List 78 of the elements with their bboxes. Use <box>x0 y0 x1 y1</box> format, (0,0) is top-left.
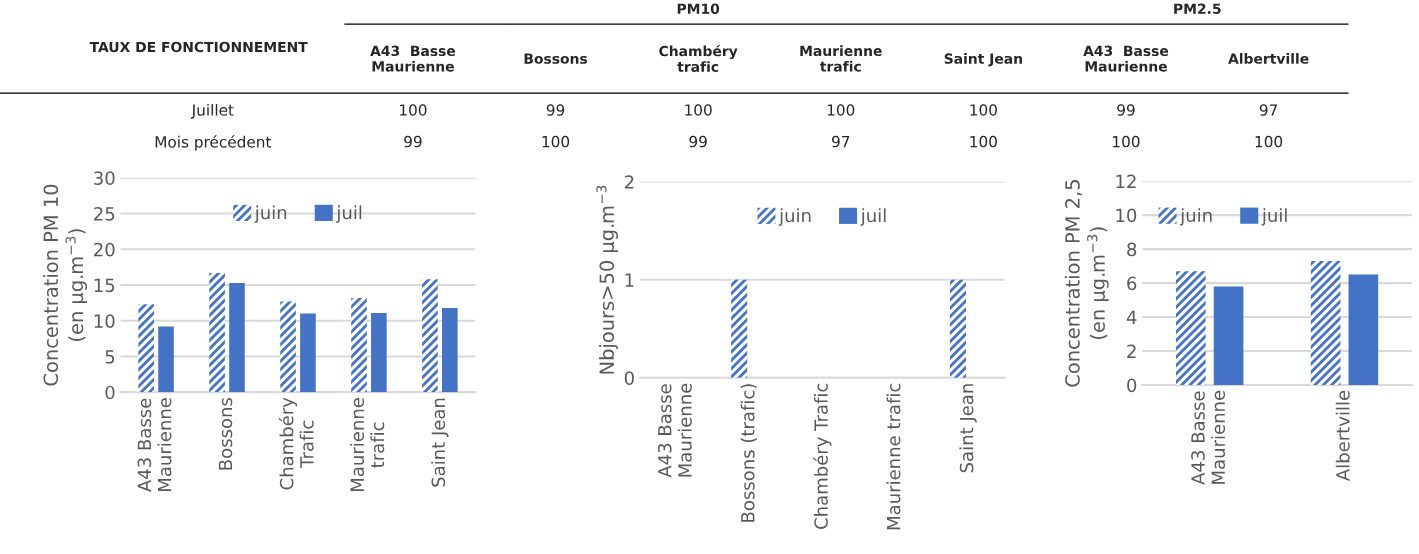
x-tick-label: Chambéry Trafic <box>813 383 832 529</box>
data-label: 100 <box>542 135 570 148</box>
x-tick-label: Saint Jean <box>959 384 977 473</box>
bar <box>138 304 154 393</box>
data-label: 100 <box>685 104 712 116</box>
bar <box>300 313 316 393</box>
y-tick-label: 2 <box>624 175 634 189</box>
data-label: 99 <box>1117 104 1135 116</box>
y-tick-label: 0 <box>624 371 634 385</box>
y-tick-label: 15 <box>94 278 115 293</box>
text: TAUX DE FONCTIONNEMENT <box>89 41 308 53</box>
data-label: 99 <box>404 135 422 148</box>
data-label: 100 <box>1113 135 1140 148</box>
x-tick-label: Saint Jean <box>431 398 449 487</box>
x-tick-label: Albertville <box>1335 390 1350 482</box>
x-tick-label: A43 Basse Maurienne <box>137 398 172 492</box>
text: PM10 <box>677 3 720 14</box>
data-label: 100 <box>827 104 855 116</box>
x-tick-label: Maurienne trafic <box>886 383 901 530</box>
x-tick-label: Chambéry Trafic <box>278 397 314 490</box>
bar <box>371 312 387 393</box>
y-tick-label: 4 <box>1126 310 1137 324</box>
bar <box>442 307 458 393</box>
y-tick-label: 10 <box>1116 208 1137 223</box>
x-tick-label: A43 Basse Maurienne <box>657 383 692 478</box>
bar <box>1310 261 1341 386</box>
y-tick-label: 10 <box>94 314 115 328</box>
x-tick-label: Bossons (trafic) <box>740 384 757 522</box>
legend-label: juin <box>1179 208 1212 226</box>
bar <box>1348 274 1379 386</box>
legend-label: juil <box>1261 208 1287 226</box>
category-label: A43 Basse Maurienne <box>370 45 456 72</box>
bar <box>280 301 296 393</box>
y-tick-label: 2 <box>1127 344 1136 358</box>
legend-label: juil <box>860 208 886 226</box>
y-tick-label: 12 <box>1116 174 1136 189</box>
y-axis-title: Concentration PM 2,5 (en µg.m$^{−3}$) <box>1064 180 1109 387</box>
category-label: Maurienne trafic <box>800 45 882 72</box>
y-tick-label: 1 <box>625 273 634 287</box>
y-tick-label: 0 <box>105 385 115 400</box>
data-label: 100 <box>1255 135 1283 148</box>
y-tick-label: 8 <box>1127 242 1137 257</box>
category-label: Saint Jean <box>944 53 1022 67</box>
data-label: 97 <box>1259 104 1277 116</box>
bar <box>229 282 245 393</box>
text: PM2.5 <box>1174 3 1221 14</box>
bar <box>158 326 174 393</box>
y-tick-label: 5 <box>105 350 115 364</box>
category-label: A43 Basse Maurienne <box>1083 45 1169 72</box>
x-tick-label: Maurienne trafic <box>350 398 385 491</box>
bar <box>422 279 438 393</box>
data-label: 99 <box>689 135 707 148</box>
x-tick-label: Bossons <box>218 397 233 470</box>
bar <box>1176 271 1206 386</box>
y-tick-label: 30 <box>94 171 115 185</box>
category-label: Chambéry trafic <box>659 45 738 72</box>
y-axis-title: Nbjours>50 µg.m$^{−3}$ <box>596 185 618 374</box>
category-label: Bossons <box>524 53 588 64</box>
y-tick-label: 6 <box>1127 276 1137 291</box>
y-axis-title: Concentration PM 10 (en µg.m$^{−3}$) <box>43 184 88 386</box>
bar <box>209 272 225 393</box>
legend-label: juin <box>778 208 811 226</box>
legend-label: juil <box>336 205 362 223</box>
text: Mois précédent <box>155 135 272 151</box>
data-label: 97 <box>832 135 850 148</box>
y-tick-label: 20 <box>94 242 115 257</box>
bar <box>351 297 367 393</box>
y-tick-label: 0 <box>1127 378 1137 393</box>
legend-label: juin <box>254 205 287 223</box>
bar <box>1213 286 1244 386</box>
y-tick-label: 25 <box>94 207 115 221</box>
category-label: Albertville <box>1228 53 1309 64</box>
data-label: 100 <box>400 104 427 116</box>
data-label: 100 <box>970 104 997 116</box>
x-tick-label: A43 Basse Maurienne <box>1191 390 1226 485</box>
text: Juillet <box>190 103 234 119</box>
data-label: 100 <box>970 135 997 148</box>
data-label: 99 <box>546 104 565 116</box>
